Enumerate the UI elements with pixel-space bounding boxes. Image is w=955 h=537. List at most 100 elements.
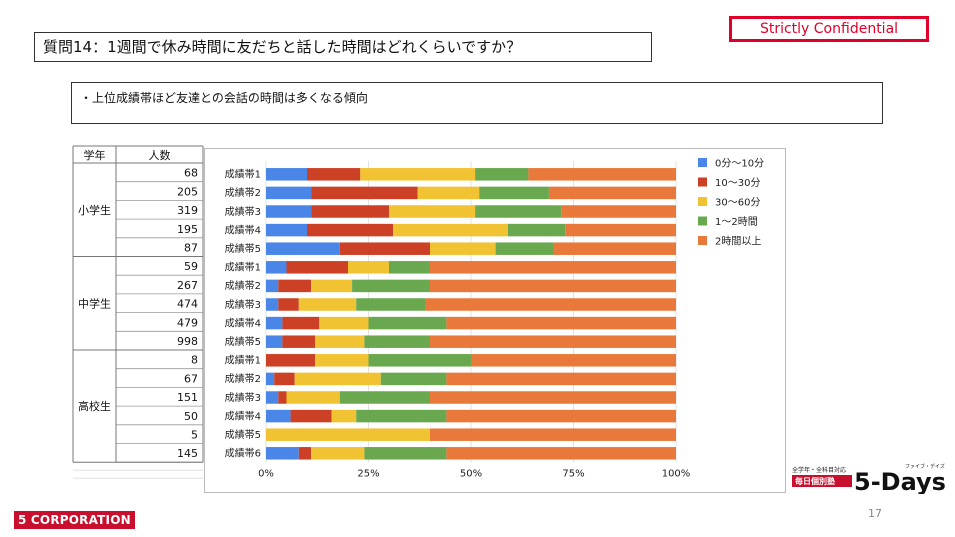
bar-segment [266, 186, 312, 200]
table-count-cell: 67 [184, 372, 198, 385]
bar-segment [274, 372, 295, 386]
bar-segment [266, 261, 287, 274]
y-category-label: 成績帯1 [225, 168, 261, 181]
x-tick-label: 100% [662, 469, 691, 480]
table-count-cell: 474 [177, 298, 198, 311]
x-tick-label: 50% [460, 469, 482, 480]
y-category-label: 成績帯1 [225, 261, 261, 274]
table-count-cell: 59 [184, 260, 198, 273]
bar-segment [311, 205, 389, 218]
y-category-label: 成績帯3 [225, 205, 261, 218]
bar-segment [339, 242, 430, 255]
bar-segment [446, 316, 676, 330]
bar-segment [331, 409, 357, 423]
bar-segment [356, 298, 426, 311]
x-tick-label: 0% [258, 469, 274, 480]
bar-segment [495, 242, 553, 255]
bar-segment [290, 409, 332, 423]
confidential-badge: Strictly Confidential [729, 16, 929, 42]
bar-segment [348, 261, 389, 274]
count-table-grid: 学年 人数 68 205 319 195 87 小学生 59 267 474 479 998 中学生 8 67… [72, 145, 204, 479]
legend-swatch [698, 158, 707, 167]
legend-swatch [698, 236, 707, 245]
bar-segment [278, 298, 299, 311]
bar-segment [319, 316, 369, 330]
five-days-logo-graphic: 全学年・全科目対応 毎日個別塾 ファイブ・デイズ 5-Days [792, 463, 946, 496]
logo-tag-top: 全学年・全科目対応 [792, 466, 846, 474]
y-category-label: 成績帯5 [225, 242, 261, 255]
bar-segment [430, 242, 496, 255]
bar-segment [446, 447, 676, 460]
bar-segment [266, 279, 279, 293]
table-header-grade: 学年 [84, 148, 106, 162]
bar-segment [389, 205, 476, 218]
bar-segment [339, 391, 430, 404]
logo-main: 5-Days [854, 468, 946, 494]
table-count-cell: 50 [184, 410, 198, 423]
table-count-cell: 267 [177, 279, 198, 292]
table-count-cell: 151 [177, 391, 198, 404]
bar-segment [368, 354, 471, 367]
table-count-cell: 68 [184, 167, 198, 180]
bar-segment [393, 223, 508, 237]
bar-segment [507, 223, 566, 237]
bar-segment [475, 205, 562, 218]
bar-segment [298, 298, 357, 311]
y-category-label: 成績帯5 [225, 428, 261, 441]
bar-segment [298, 447, 312, 460]
bar-segment [425, 298, 676, 311]
x-tick-label: 25% [357, 469, 379, 480]
bar-segment [311, 279, 353, 293]
summary-note: ・上位成績帯ほど友達との会話の時間は多くなる傾向 [71, 82, 883, 124]
bar-segment [278, 391, 287, 404]
y-category-label: 成績帯2 [225, 372, 261, 385]
legend-label: 1〜2時間 [715, 216, 758, 228]
bar-segment [266, 223, 307, 237]
table-count-cell: 5 [191, 429, 198, 442]
bar-segment [553, 242, 676, 255]
bar-segment [266, 391, 279, 404]
logo-tag-bottom: 毎日個別塾 [795, 476, 835, 486]
bar-segment [430, 261, 676, 274]
bar-segment [430, 279, 676, 293]
bar-segment [528, 168, 676, 181]
bar-segment [266, 354, 316, 367]
bar-segment [266, 316, 283, 330]
y-category-label: 成績帯1 [225, 354, 261, 367]
bar-segment [286, 391, 340, 404]
count-table: 学年 人数 68 205 319 195 87 小学生 59 267 474 479 998 中学生 8 67… [71, 136, 205, 496]
y-category-label: 成績帯4 [225, 316, 261, 329]
table-count-cell: 145 [177, 447, 198, 460]
bar-segment [286, 261, 348, 274]
bar-segment [561, 205, 676, 218]
bar-segment [307, 168, 361, 181]
bar-segment [380, 372, 447, 386]
question-title: 質問14：1週間で休み時間に友だちと話した時間はどれくらいですか？ [34, 32, 652, 62]
bar-segment [446, 409, 676, 423]
bar-segment [278, 279, 312, 293]
bar-segment [360, 168, 476, 181]
legend-label: 0分〜10分 [715, 158, 764, 170]
bar-segment [315, 354, 369, 367]
bar-segment [430, 428, 676, 441]
bar-segment [266, 205, 312, 218]
table-count-cell: 195 [177, 223, 198, 236]
bar-segment [294, 372, 381, 386]
bar-segment [266, 298, 279, 311]
bar-segment [307, 223, 394, 237]
legend-swatch [698, 197, 707, 206]
y-category-label: 成績帯6 [225, 447, 261, 460]
page-number: 17 [868, 507, 882, 520]
bar-segment [352, 279, 430, 293]
y-category-label: 成績帯5 [225, 335, 261, 348]
y-category-label: 成績帯4 [225, 409, 261, 422]
table-count-cell: 998 [177, 335, 198, 348]
y-category-label: 成績帯2 [225, 186, 261, 199]
y-category-label: 成績帯4 [225, 223, 261, 236]
five-days-logo: 全学年・全科目対応 毎日個別塾 ファイブ・デイズ 5-Days [790, 462, 950, 496]
table-grade-cell: 高校生 [78, 399, 111, 413]
bar-segment [356, 409, 447, 423]
bar-segment [368, 316, 447, 330]
table-count-cell: 479 [177, 316, 198, 329]
bar-segment [266, 447, 299, 460]
